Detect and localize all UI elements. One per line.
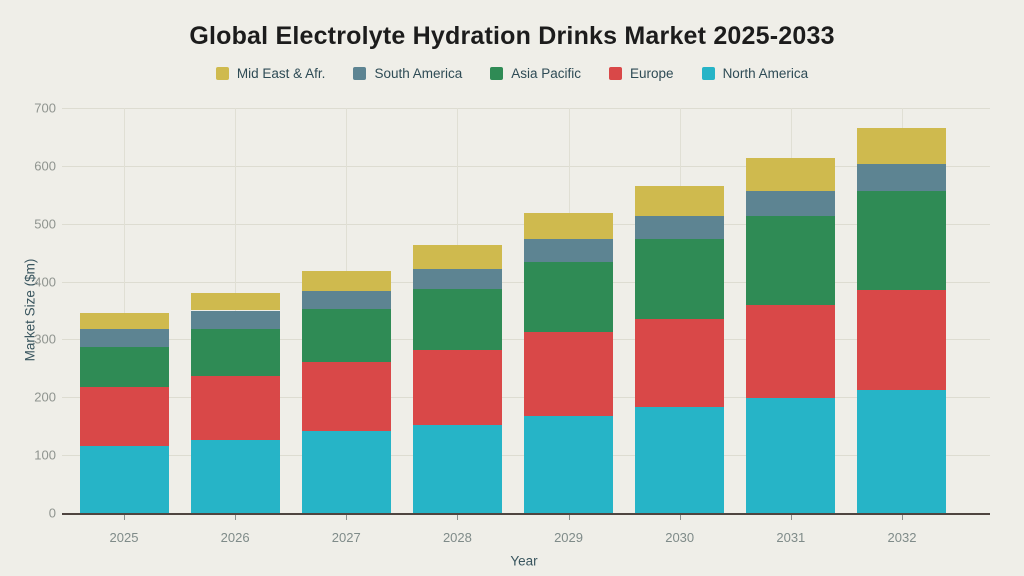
bar-segment-2030-south-america[interactable] xyxy=(635,215,725,239)
legend-label: South America xyxy=(374,65,463,81)
bar-segment-2027-europe[interactable] xyxy=(301,361,391,431)
bar-segment-2031-asia-pacific[interactable] xyxy=(746,215,836,305)
x-tick-label-2030: 2030 xyxy=(665,530,695,545)
x-tick-label-2028: 2028 xyxy=(442,530,472,545)
x-tick-label-2029: 2029 xyxy=(554,530,583,545)
bar-segment-2030-north-america[interactable] xyxy=(635,407,725,513)
x-tick xyxy=(790,515,792,520)
bar-segment-2025-europe[interactable] xyxy=(79,387,169,447)
x-tick-label-2025: 2025 xyxy=(109,530,139,545)
x-tick xyxy=(124,515,125,520)
bar-segment-2030-mid-east-afr-[interactable] xyxy=(635,186,725,216)
bar-segment-2030-asia-pacific[interactable] xyxy=(635,238,725,320)
x-tick-label-2032: 2032 xyxy=(887,530,917,545)
gridline-x-2025 xyxy=(124,108,125,513)
bar-segment-2031-north-america[interactable] xyxy=(746,398,836,513)
bar-segment-2026-south-america[interactable] xyxy=(190,310,280,329)
legend: Mid East & Afr. South America Asia Pacific… xyxy=(0,64,1024,82)
bar-segment-2026-north-america[interactable] xyxy=(190,439,280,513)
x-tick-label-2026: 2026 xyxy=(220,530,250,545)
x-tick-label-2031: 2031 xyxy=(776,530,806,545)
bar-segment-2028-mid-east-afr-[interactable] xyxy=(412,245,502,269)
bar-segment-2029-europe[interactable] xyxy=(524,331,614,417)
bar-segment-2032-mid-east-afr-[interactable] xyxy=(857,127,947,164)
bar-segment-2029-asia-pacific[interactable] xyxy=(524,262,614,332)
bar-segment-2032-asia-pacific[interactable] xyxy=(857,190,947,290)
x-tick xyxy=(901,515,903,520)
legend-swatch-icon xyxy=(609,66,623,80)
bar-segment-2025-asia-pacific[interactable] xyxy=(79,346,169,388)
bar-segment-2032-south-america[interactable] xyxy=(857,163,947,191)
bar-segment-2028-europe[interactable] xyxy=(412,349,502,426)
y-tick-label: 0 xyxy=(48,505,56,521)
bar-segment-2031-south-america[interactable] xyxy=(746,190,836,216)
y-tick-label: 200 xyxy=(34,389,56,405)
bar-segment-2028-asia-pacific[interactable] xyxy=(412,289,502,350)
bar-segment-2027-asia-pacific[interactable] xyxy=(301,308,391,362)
legend-item-asia-pacific[interactable]: Asia Pacific xyxy=(490,66,581,81)
chart-title: Global Electrolyte Hydration Drinks Mark… xyxy=(189,22,835,50)
bar-segment-2025-north-america[interactable] xyxy=(79,446,169,513)
legend-swatch-icon xyxy=(353,66,367,80)
bar-segment-2026-asia-pacific[interactable] xyxy=(190,329,280,377)
bar-segment-2032-europe[interactable] xyxy=(857,289,947,391)
x-tick xyxy=(679,515,681,520)
gridline-y-600 xyxy=(62,165,990,167)
legend-swatch-icon xyxy=(701,66,715,80)
legend-swatch-icon xyxy=(215,66,229,80)
bar-segment-2025-south-america[interactable] xyxy=(79,329,169,347)
bar-segment-2031-europe[interactable] xyxy=(746,304,836,399)
bar-segment-2029-north-america[interactable] xyxy=(524,416,614,513)
bar-segment-2027-north-america[interactable] xyxy=(301,430,391,513)
y-tick-label: 300 xyxy=(34,331,56,347)
bar-segment-2027-south-america[interactable] xyxy=(301,290,391,309)
y-tick-label: 600 xyxy=(34,158,56,174)
legend-label: Mid East & Afr. xyxy=(236,65,326,81)
bar-segment-2027-mid-east-afr-[interactable] xyxy=(301,271,391,291)
bar-segment-2028-south-america[interactable] xyxy=(412,268,502,290)
bar-segment-2025-mid-east-afr-[interactable] xyxy=(79,313,169,329)
bar-segment-2029-south-america[interactable] xyxy=(524,239,614,263)
legend-label: Asia Pacific xyxy=(511,65,582,81)
bar-segment-2032-north-america[interactable] xyxy=(857,390,947,513)
x-axis-line xyxy=(62,513,990,515)
bar-segment-2026-mid-east-afr-[interactable] xyxy=(190,293,280,311)
legend-swatch-icon xyxy=(490,66,504,80)
legend-item-south-america[interactable]: South America xyxy=(353,66,462,81)
y-tick-label: 400 xyxy=(34,274,56,290)
x-axis-title: Year xyxy=(510,553,538,569)
y-tick-label: 500 xyxy=(34,216,56,232)
y-tick-label: 700 xyxy=(34,100,56,116)
y-tick-label: 100 xyxy=(34,447,56,463)
bar-segment-2030-europe[interactable] xyxy=(635,319,725,408)
legend-item-mid-east-afr-[interactable]: Mid East & Afr. xyxy=(215,65,326,81)
legend-item-europe[interactable]: Europe xyxy=(609,66,674,81)
x-tick xyxy=(235,515,237,520)
bar-segment-2026-europe[interactable] xyxy=(190,376,280,440)
x-tick xyxy=(346,515,348,520)
legend-label: Europe xyxy=(630,65,674,81)
bar-segment-2029-mid-east-afr-[interactable] xyxy=(524,213,614,240)
bar-segment-2031-mid-east-afr-[interactable] xyxy=(746,158,836,191)
x-tick xyxy=(568,515,570,520)
legend-item-north-america[interactable]: North America xyxy=(701,65,809,81)
x-tick-label-2027: 2027 xyxy=(331,530,361,545)
bar-segment-2028-north-america[interactable] xyxy=(412,425,502,513)
x-tick xyxy=(457,515,459,520)
gridline-y-700 xyxy=(62,108,990,109)
legend-label: North America xyxy=(722,65,809,81)
